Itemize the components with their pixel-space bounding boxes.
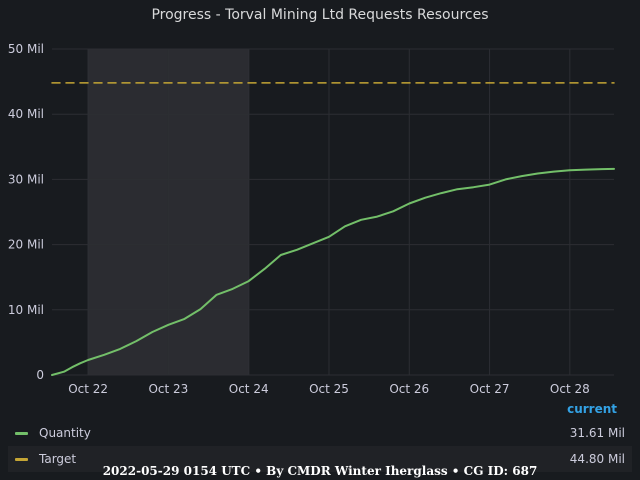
progress-line-chart: 0 10 Mil 20 Mil 30 Mil 40 Mil 50 Mil Oct 22 Oc…: [8, 42, 615, 396]
x-tick-label: Oct 28: [550, 382, 590, 396]
legend-item-label: Quantity: [39, 426, 91, 440]
legend-item-label: Target: [39, 452, 77, 466]
y-tick-label: 20 Mil: [8, 238, 44, 252]
series-line-quantity: [51, 167, 615, 376]
legend-item-value: 44.80 Mil: [569, 452, 625, 466]
x-tick-label: Oct 23: [148, 382, 188, 396]
legend-item-target[interactable]: Target 44.80 Mil: [8, 446, 632, 472]
quantity-color-swatch: [15, 432, 28, 435]
footer-attribution: 2022-05-29 0154 UTC • By CMDR Winter Ihe…: [102, 464, 538, 478]
legend-header-current[interactable]: current: [567, 402, 617, 416]
y-tick-label: 40 Mil: [8, 107, 44, 121]
target-color-swatch: [15, 458, 28, 461]
x-tick-label: Oct 26: [389, 382, 429, 396]
x-tick-label: Oct 27: [470, 382, 510, 396]
y-tick-label: 50 Mil: [8, 42, 44, 56]
x-tick-label: Oct 22: [68, 382, 108, 396]
panel-title: Progress - Torval Mining Ltd Requests Re…: [151, 7, 489, 23]
y-tick-label: 30 Mil: [8, 172, 44, 186]
x-tick-label: Oct 24: [229, 382, 269, 396]
x-tick-label: Oct 25: [309, 382, 349, 396]
y-tick-label: 0: [36, 368, 44, 382]
legend-item-value: 31.61 Mil: [569, 426, 625, 440]
y-tick-label: 10 Mil: [8, 303, 44, 317]
legend-item-quantity[interactable]: Quantity 31.61 Mil: [8, 420, 632, 446]
